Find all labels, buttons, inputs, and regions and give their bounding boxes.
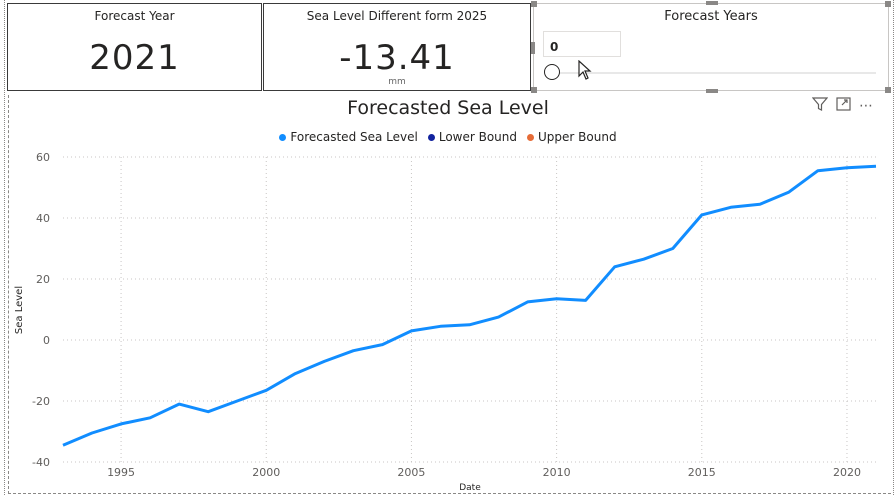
series-lines: [62, 164, 877, 447]
forecast-years-input[interactable]: 0: [543, 31, 621, 57]
page-border-right: [893, 0, 894, 495]
forecast-year-value: 2021: [89, 38, 180, 78]
slider-track[interactable]: [554, 72, 876, 74]
x-tick-label: 2005: [397, 466, 425, 479]
resize-handle-tr[interactable]: [885, 1, 891, 7]
x-tick-label: 2020: [833, 466, 861, 479]
x-tick-label: 1995: [107, 466, 135, 479]
filter-icon[interactable]: [811, 97, 829, 115]
legend-dot-lower: [427, 133, 435, 141]
legend-item-forecast[interactable]: Forecasted Sea Level: [279, 130, 418, 144]
sea-level-diff-title: Sea Level Different form 2025: [306, 9, 488, 23]
forecast-years-slicer[interactable]: Forecast Years 0: [531, 1, 891, 93]
sea-level-diff-value: -13.41: [339, 38, 455, 78]
resize-handle-bl[interactable]: [531, 87, 537, 93]
resize-handle-top[interactable]: [706, 1, 718, 5]
slicer-title: Forecast Years: [664, 9, 758, 24]
slider-thumb[interactable]: [544, 64, 560, 80]
legend-item-upper[interactable]: Upper Bound: [527, 130, 617, 144]
y-axis-ticks: 60 40 20 0 -20 -40: [32, 151, 50, 469]
legend-dot-upper: [527, 133, 535, 141]
forecast-year-title: Forecast Year: [94, 9, 175, 23]
forecast-year-card[interactable]: Forecast Year 2021: [7, 3, 262, 91]
chart-title: Forecasted Sea Level: [347, 97, 549, 119]
more-options-icon[interactable]: ⋯: [859, 98, 873, 114]
legend-dot-forecast: [279, 133, 287, 141]
focus-mode-icon[interactable]: [836, 97, 851, 115]
y-tick-label: -20: [32, 395, 50, 408]
x-tick-label: 2000: [252, 466, 280, 479]
y-tick-label: 20: [36, 273, 50, 286]
visual-toolbar: ⋯: [811, 97, 873, 115]
x-axis-label: Date: [459, 483, 481, 493]
line-chart-visual[interactable]: [8, 95, 891, 494]
y-tick-label: 60: [36, 151, 50, 164]
x-tick-label: 2015: [688, 466, 716, 479]
legend-label-forecast: Forecasted Sea Level: [290, 130, 418, 144]
resize-handle-br[interactable]: [885, 87, 891, 93]
resize-handle-tl[interactable]: [531, 1, 537, 7]
resize-handle-left[interactable]: [531, 42, 535, 54]
y-tick-label: 0: [43, 334, 50, 347]
y-tick-label: -40: [32, 456, 50, 469]
chart-legend: Forecasted Sea Level Lower Bound Upper B…: [0, 130, 896, 144]
page-border-left: [4, 0, 5, 495]
mouse-cursor-icon: [578, 60, 592, 80]
sea-level-diff-unit: mm: [388, 77, 406, 87]
legend-label-lower: Lower Bound: [438, 130, 518, 144]
y-tick-label: 40: [36, 212, 50, 225]
resize-handle-bottom[interactable]: [706, 89, 718, 93]
y-axis-label: Sea Level: [14, 286, 25, 334]
grid-lines: [63, 156, 876, 463]
x-axis-ticks: 1995 2000 2005 2010 2015 2020: [107, 466, 861, 479]
legend-label-upper: Upper Bound: [538, 130, 617, 144]
series-line-forecasted-sea-level[interactable]: [62, 164, 877, 447]
legend-item-lower[interactable]: Lower Bound: [427, 130, 518, 144]
x-tick-label: 2010: [543, 466, 571, 479]
sea-level-diff-card[interactable]: Sea Level Different form 2025 -13.41 mm: [263, 3, 531, 91]
